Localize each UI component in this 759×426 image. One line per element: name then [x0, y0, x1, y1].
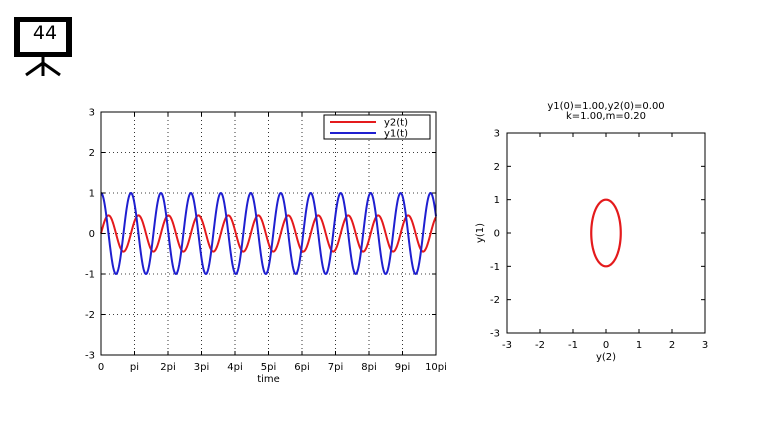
chart-title-line: k=1.00,m=0.20 [566, 111, 646, 122]
x-tick-label: 5pi [261, 362, 277, 373]
x-tick-label: 8pi [361, 362, 377, 373]
y-tick-label: 3 [89, 108, 95, 119]
x-tick-label: 2pi [160, 362, 176, 373]
phase-plot-frame [506, 132, 706, 334]
x-tick-label: 6pi [294, 362, 310, 373]
legend-label: y1(t) [384, 129, 408, 140]
series-line-y1t [100, 191, 437, 276]
y-tick-label: 0 [494, 229, 500, 240]
x-tick-label: 4pi [227, 362, 243, 373]
x-tick-label: 7pi [328, 362, 344, 373]
y-tick-label: 0 [89, 229, 95, 240]
series-line-y2t [100, 214, 437, 253]
y-tick-label: 3 [494, 129, 500, 140]
phase-trajectory [590, 198, 622, 268]
y-tick-label: -3 [85, 351, 95, 362]
x-tick-label: -1 [568, 340, 578, 351]
x-tick-label: -2 [535, 340, 545, 351]
x-tick-label: 10pi [425, 362, 447, 373]
y-tick-label: -3 [490, 329, 500, 340]
y-tick-label: -2 [85, 310, 95, 321]
x-tick-label: 2 [669, 340, 675, 351]
x-axis-label: time [257, 374, 280, 385]
x-tick-label: pi [130, 362, 139, 373]
legend-box [323, 114, 431, 140]
y-tick-label: -1 [490, 262, 500, 273]
x-tick-label: 3 [702, 340, 708, 351]
y-tick-label: 2 [494, 162, 500, 173]
slide-number-badge: 44 [10, 10, 80, 80]
x-tick-label: 1 [636, 340, 642, 351]
y-tick-label: 1 [89, 189, 95, 200]
y-tick-label: 1 [494, 195, 500, 206]
y-tick-label: -1 [85, 270, 95, 281]
x-tick-label: 3pi [194, 362, 210, 373]
x-tick-label: 9pi [395, 362, 411, 373]
x-tick-label: 0 [98, 362, 104, 373]
chart-title-line: y1(0)=1.00,y2(0)=0.00 [547, 101, 664, 112]
y-tick-label: 2 [89, 148, 95, 159]
slide-number: 44 [32, 22, 58, 44]
legend-label: y2(t) [384, 118, 408, 129]
x-tick-label: 0 [603, 340, 609, 351]
x-tick-label: -3 [502, 340, 512, 351]
y-axis-label: y(1) [475, 223, 486, 243]
y-tick-label: -2 [490, 295, 500, 306]
projector-screen-icon [14, 17, 72, 77]
x-axis-label: y(2) [596, 352, 616, 363]
